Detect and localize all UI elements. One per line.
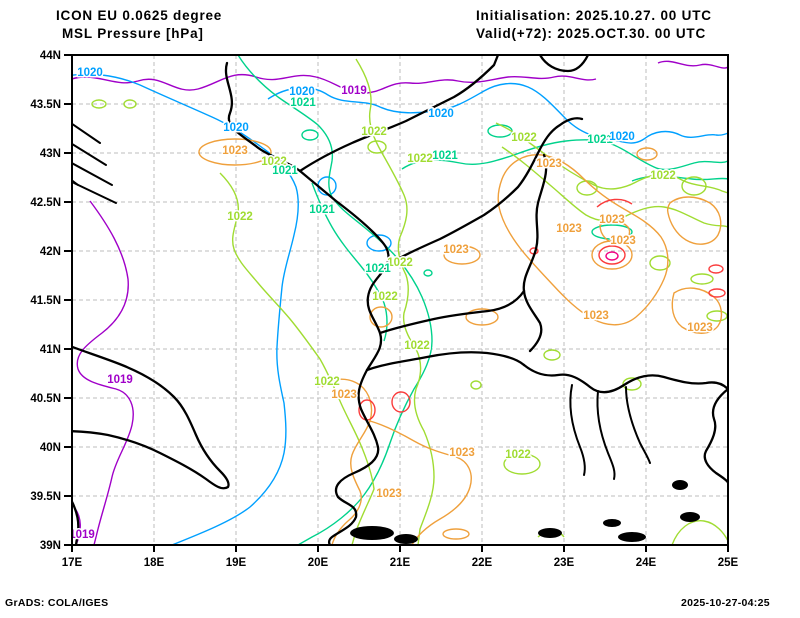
contour-label: 1021 [432, 150, 458, 162]
contour-label: 1020 [609, 131, 635, 143]
contour-label: 1023 [610, 235, 636, 247]
contour-label: 1020 [77, 67, 103, 79]
contour-label: 1022 [650, 170, 676, 182]
contour-label: 1023 [583, 310, 609, 322]
init-time-label: Initialisation: 2025.10.27. 00 UTC [476, 8, 712, 23]
contours-1020 [72, 73, 728, 545]
contours-1022 [91, 58, 728, 545]
contour-label: 1022 [404, 340, 430, 352]
lon-tick-label: 22E [472, 557, 493, 569]
contours-1025 [605, 251, 619, 261]
creation-timestamp: 2025-10-27-04:25 [681, 597, 770, 609]
contour-label: 1020 [428, 108, 454, 120]
contour-label: 1023 [331, 389, 357, 401]
contour-label: 1022 [261, 156, 287, 168]
contour-label: 1023 [599, 214, 625, 226]
contour-label: 1021 [290, 97, 316, 109]
contour-label: 1021 [365, 263, 391, 275]
contour-label: 1022 [505, 449, 531, 461]
contour-label: 1020 [289, 86, 315, 98]
valid-time-label: Valid(+72): 2025.OCT.30. 00 UTC [476, 26, 707, 41]
lon-tick-label: 17E [62, 557, 83, 569]
lon-tick-label: 18E [144, 557, 165, 569]
contour-label: 1022 [387, 257, 413, 269]
contour-label: 1023 [449, 447, 475, 459]
contour-label: 1023 [443, 244, 469, 256]
grads-credit: GrADS: COLA/IGES [5, 597, 109, 609]
lon-tick-label: 19E [226, 557, 247, 569]
lat-tick-label: 40.5N [30, 393, 61, 405]
lat-tick-label: 42N [40, 246, 61, 258]
lat-tick-label: 41.5N [30, 295, 61, 307]
lon-tick-label: 20E [308, 557, 329, 569]
contour-label: 1022 [227, 211, 253, 223]
contour-label: 1022 [372, 291, 398, 303]
lat-tick-label: 39.5N [30, 491, 61, 503]
coastlines-borders [72, 55, 728, 545]
contour-label: 1023 [222, 145, 248, 157]
contour-label: 1021 [587, 134, 613, 146]
lat-tick-label: 41N [40, 344, 61, 356]
lat-tick-label: 44N [40, 50, 61, 62]
lon-tick-label: 23E [554, 557, 575, 569]
lat-tick-label: 39N [40, 540, 61, 552]
contour-label: 1019 [107, 374, 133, 386]
lat-tick-label: 42.5N [30, 197, 61, 209]
contour-label: 1021 [309, 204, 335, 216]
contours-1023 [198, 138, 723, 545]
variable-title: MSL Pressure [hPa] [62, 26, 204, 41]
contour-label: 1022 [314, 376, 340, 388]
lon-tick-label: 21E [390, 557, 411, 569]
contour-label: 1021 [272, 165, 298, 177]
lon-tick-label: 25E [718, 557, 739, 569]
contour-label: 1022 [407, 153, 433, 165]
lat-tick-label: 40N [40, 442, 61, 454]
model-title: ICON EU 0.0625 degree [56, 8, 223, 23]
contour-label: 1023 [687, 322, 713, 334]
contour-label: 1019 [341, 85, 367, 97]
contour-label: 1023 [536, 158, 562, 170]
contour-label: 1023 [376, 488, 402, 500]
lon-tick-label: 24E [636, 557, 657, 569]
contour-label: 1022 [361, 126, 387, 138]
contour-label: 1020 [223, 122, 249, 134]
contour-label: 1019 [69, 529, 95, 541]
contour-label: 1023 [556, 223, 582, 235]
lat-tick-label: 43N [40, 148, 61, 160]
axis-ticks: 44N 43.5N 43N 42.5N 42N 41.5N 41N 40.5N 40N 39.5N… [30, 50, 738, 569]
contour-label: 1022 [511, 132, 537, 144]
lat-tick-label: 43.5N [30, 99, 61, 111]
contours-1024 [358, 198, 726, 421]
grid-lines [72, 55, 728, 545]
